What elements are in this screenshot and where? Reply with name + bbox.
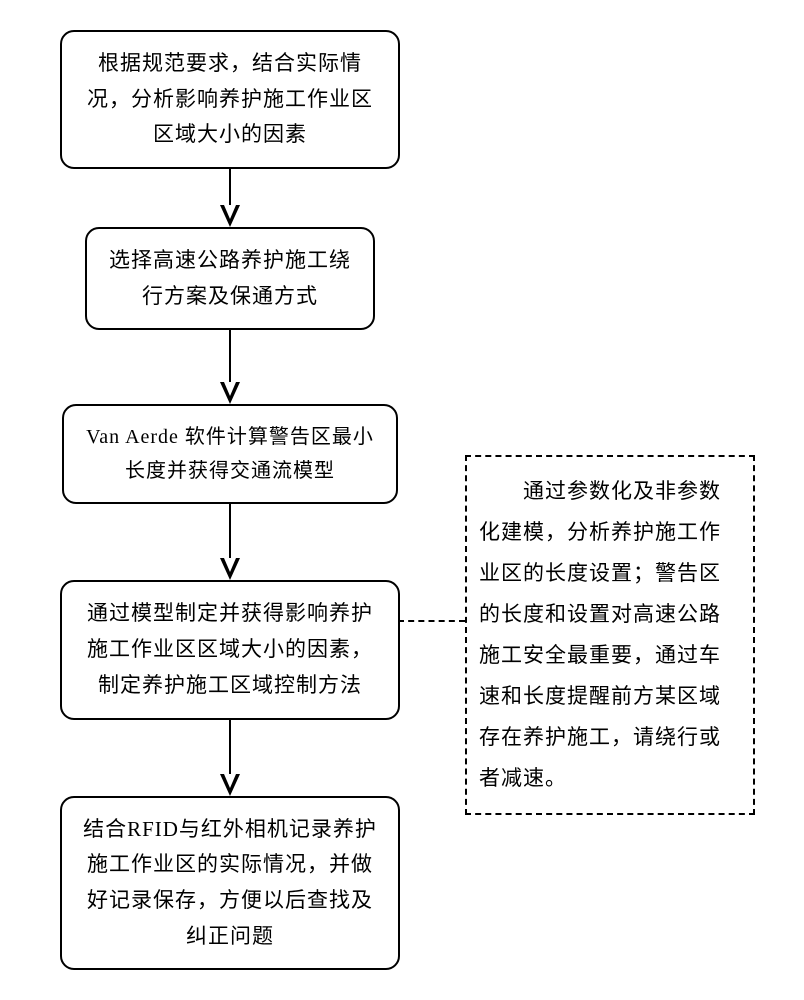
flow-node-1: 根据规范要求，结合实际情况，分析影响养护施工作业区区域大小的因素	[60, 30, 400, 169]
arrow-line	[229, 720, 231, 774]
node-text: 通过模型制定并获得影响养护施工作业区区域大小的因素，制定养护施工区域控制方法	[87, 601, 373, 696]
flow-node-2: 选择高速公路养护施工绕行方案及保通方式	[85, 227, 375, 330]
flow-node-5: 结合RFID与红外相机记录养护施工作业区的实际情况，并做好记录保存，方便以后查找…	[60, 796, 400, 971]
flowchart-column: 根据规范要求，结合实际情况，分析影响养护施工作业区区域大小的因素 选择高速公路养…	[40, 30, 420, 970]
flow-arrow-4	[220, 720, 240, 796]
dashed-connector	[398, 620, 465, 622]
flow-arrow-3	[220, 504, 240, 580]
node-text: 选择高速公路养护施工绕行方案及保通方式	[109, 248, 351, 308]
arrow-head-icon	[220, 774, 240, 796]
side-annotation-box: 通过参数化及非参数化建模，分析养护施工作业区的长度设置；警告区的长度和设置对高速…	[465, 455, 755, 815]
arrow-line	[229, 504, 231, 558]
node-text: 根据规范要求，结合实际情况，分析影响养护施工作业区区域大小的因素	[87, 51, 373, 146]
arrow-head-icon	[220, 382, 240, 404]
flow-node-3: Van Aerde 软件计算警告区最小长度并获得交通流模型	[62, 404, 398, 504]
arrow-head-icon	[220, 205, 240, 227]
sidebox-text: 通过参数化及非参数化建模，分析养护施工作业区的长度设置；警告区的长度和设置对高速…	[479, 479, 721, 790]
node-text: 结合RFID与红外相机记录养护施工作业区的实际情况，并做好记录保存，方便以后查找…	[83, 817, 377, 948]
arrow-line	[229, 330, 231, 382]
node-text: Van Aerde 软件计算警告区最小长度并获得交通流模型	[86, 426, 374, 482]
arrow-head-icon	[220, 558, 240, 580]
flow-node-4: 通过模型制定并获得影响养护施工作业区区域大小的因素，制定养护施工区域控制方法	[60, 580, 400, 719]
arrow-line	[229, 169, 231, 205]
flow-arrow-1	[220, 169, 240, 227]
flow-arrow-2	[220, 330, 240, 404]
